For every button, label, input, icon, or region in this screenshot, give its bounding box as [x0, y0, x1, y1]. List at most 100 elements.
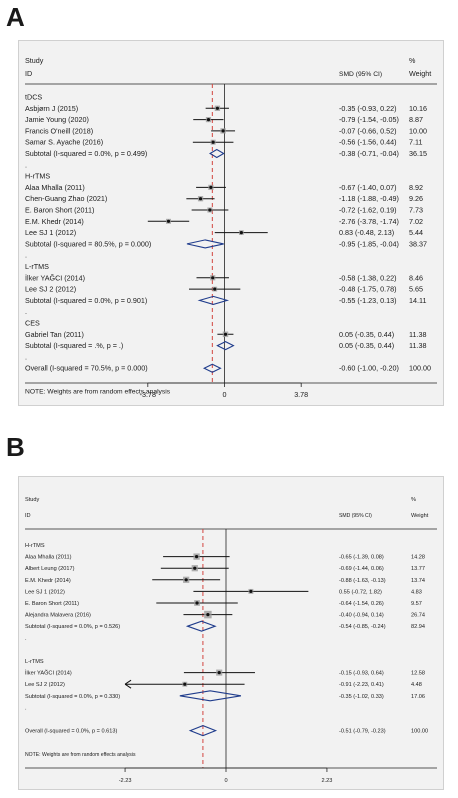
point-estimate [249, 589, 253, 593]
study-label: Albert Leung (2017) [25, 566, 75, 572]
weight-text: 82.94 [411, 624, 425, 630]
effect-text: 0.05 (-0.35, 0.44) [339, 341, 394, 350]
study-label: Samar S. Ayache (2016) [25, 138, 103, 147]
weight-text: 11.38 [409, 341, 426, 350]
effect-text: 0.05 (-0.35, 0.44) [339, 330, 394, 339]
weight-text: 9.26 [409, 194, 423, 203]
effect-text: -0.48 (-1.75, 0.78) [339, 285, 397, 294]
weight-text: 13.74 [411, 578, 425, 584]
forest-plot-b-svg: Study ID SMD (95% CI)% Weight H-rTMS Alaa Mha… [25, 497, 437, 784]
weight-text: 17.06 [411, 694, 425, 700]
weight-text: 5.65 [409, 285, 423, 294]
weight-text: 4.83 [411, 589, 422, 595]
point-estimate [194, 555, 199, 559]
study-label: E.M. Khedr (2014) [25, 578, 71, 584]
weight-text: 8.87 [409, 115, 423, 124]
study-label: E. Baron Short (2011) [25, 206, 94, 215]
subtotal-diamond [186, 239, 224, 249]
study-label: E. Baron Short (2011) [25, 601, 79, 607]
effect-text: -0.55 (-1.23, 0.13) [339, 296, 397, 305]
header-study: Study [25, 56, 44, 65]
subtotal-label: Subtotal (I-squared = 80.5%, p = 0.000) [25, 239, 151, 248]
weight-text: 8.92 [409, 183, 423, 192]
weight-text: 38.37 [409, 239, 427, 248]
point-estimate [193, 566, 197, 570]
header-weight: Weight [411, 513, 429, 519]
subtotal-diamond [209, 148, 225, 159]
effect-text: -0.67 (-1.40, 0.07) [339, 183, 397, 192]
study-label: Lee SJ 2 (2012) [25, 682, 65, 688]
forest-plot-a-svg: Study ID SMD (95% CI)% Weight tDCS Asbjørn J … [25, 56, 437, 399]
weight-text: 11.38 [409, 330, 426, 339]
study-label: İlker YAĞCI (2014) [25, 273, 85, 282]
spacer-dot: . [25, 160, 27, 169]
effect-text: -0.64 (-1.54, 0.26) [339, 601, 384, 607]
weight-text: 10.00 [409, 126, 427, 135]
subtotal-label: Subtotal (I-squared = 0.0%, p = 0.526) [25, 624, 120, 630]
effect-text: -0.58 (-1.38, 0.22) [339, 273, 397, 282]
point-estimate [217, 671, 221, 675]
x-tick-label: -2.23 [119, 778, 132, 784]
effect-text: -0.95 (-1.85, -0.04) [339, 239, 399, 248]
x-tick-label: 2.23 [321, 778, 332, 784]
point-estimate [206, 118, 211, 122]
effect-text: -0.35 (-0.93, 0.22) [339, 104, 397, 113]
effect-text: -0.51 (-0.79, -0.23) [339, 729, 386, 735]
study-label: Asbjørn J (2015) [25, 104, 78, 113]
point-estimate [211, 276, 215, 280]
header-effect: SMD (95% CI) [339, 71, 382, 78]
point-estimate [195, 601, 199, 605]
point-estimate [213, 287, 217, 291]
panel-a-label: A [6, 2, 25, 32]
effect-text: 0.83 (-0.48, 2.13) [339, 228, 394, 237]
forest-plot-a: Study ID SMD (95% CI)% Weight tDCS Asbjørn J … [18, 40, 444, 406]
subtotal-diamond [197, 295, 230, 305]
weight-text: 36.15 [409, 149, 427, 158]
study-label: Alaa Mhalla (2011) [25, 555, 72, 561]
header-id: ID [25, 513, 31, 519]
subtotal-label: Subtotal (I-squared = .%, p = .) [25, 341, 123, 350]
point-estimate [183, 682, 187, 686]
x-tick-label: 0 [223, 390, 227, 399]
point-estimate [208, 208, 212, 212]
point-estimate [215, 106, 219, 110]
spacer-dot: . [25, 352, 27, 361]
spacer-dot: . [25, 636, 27, 642]
subtotal-diamond [179, 690, 242, 702]
header-id: ID [25, 69, 32, 78]
effect-text: -0.38 (-0.71, -0.04) [339, 149, 399, 158]
point-estimate [209, 185, 213, 189]
subgroup-label: CES [25, 319, 40, 328]
x-tick-label: -3.78 [140, 390, 156, 399]
effect-text: 0.55 (-0.72, 1.82) [339, 589, 382, 595]
weights-note: NOTE: Weights are from random effects an… [25, 752, 136, 758]
point-estimate [184, 578, 188, 582]
subtotal-label: Subtotal (I-squared = 0.0%, p = 0.499) [25, 149, 147, 158]
study-label: Alaa Mhalla (2011) [25, 183, 85, 192]
weights-note: NOTE: Weights are from random effects an… [25, 388, 171, 395]
effect-text: -0.79 (-1.54, -0.05) [339, 115, 399, 124]
effect-text: -0.07 (-0.66, 0.52) [339, 126, 397, 135]
overall-label: Overall (I-squared = 70.5%, p = 0.000) [25, 364, 148, 373]
weight-text: 4.48 [411, 682, 422, 688]
effect-text: -0.35 (-1.02, 0.33) [339, 694, 384, 700]
study-label: Lee SJ 2 (2012) [25, 285, 76, 294]
ci-arrow [124, 679, 132, 689]
spacer-dot: . [25, 307, 27, 316]
effect-text: -0.88 (-1.63, -0.13) [339, 578, 386, 584]
weight-text: 5.44 [409, 228, 423, 237]
study-label: Francis O'neill (2018) [25, 126, 93, 135]
weight-text: 14.28 [411, 555, 425, 561]
effect-text: -0.91 (-2.23, 0.41) [339, 682, 384, 688]
x-tick-label: 3.78 [294, 390, 308, 399]
weight-text: 100.00 [409, 364, 431, 373]
subgroup-label: L-rTMS [25, 262, 49, 271]
point-estimate [211, 140, 215, 144]
point-estimate [206, 613, 210, 617]
overall-diamond [202, 363, 222, 373]
header-effect: SMD (95% CI) [339, 513, 372, 519]
study-label: Alejandra Malavera (2016) [25, 613, 91, 619]
subtotal-label: Subtotal (I-squared = 0.0%, p = 0.330) [25, 694, 120, 700]
header-percent: % [411, 497, 416, 503]
point-estimate [223, 332, 228, 336]
